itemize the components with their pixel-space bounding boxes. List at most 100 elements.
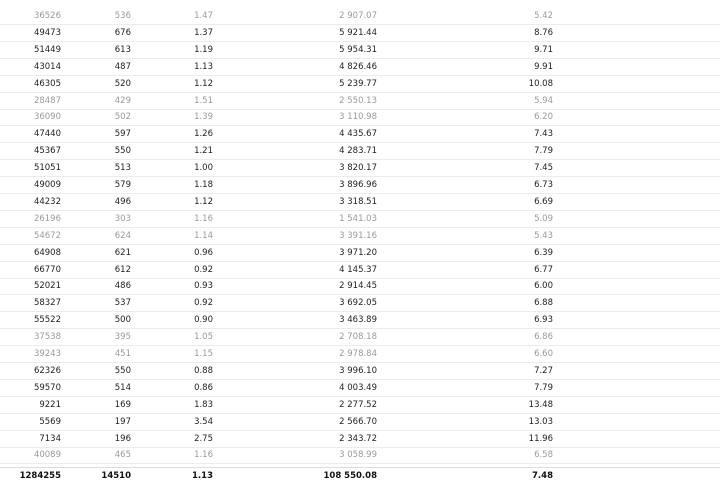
table-cell: 1.47 — [194, 11, 213, 21]
table-cell: 14510 — [101, 471, 131, 482]
table-row: 64908 621 0.96 3 971.20 6.39 — [0, 245, 720, 262]
table-cell: 49009 — [33, 180, 61, 190]
table-cell: 51051 — [33, 163, 61, 174]
table-cell: 2.75 — [194, 433, 213, 444]
table-row: 59570 514 0.86 4 003.49 7.79 — [0, 380, 720, 397]
table-cell: 55522 — [33, 315, 61, 326]
table-cell: 3 896.96 — [339, 180, 377, 190]
table-cell: 49473 — [33, 27, 61, 38]
table-cell: 51449 — [33, 44, 61, 55]
table-cell: 1.13 — [192, 471, 213, 482]
table-cell: 3 110.98 — [339, 112, 377, 123]
table-row: 37538 395 1.05 2 708.18 6.86 — [0, 329, 720, 347]
table-cell: 4 003.49 — [339, 382, 377, 393]
table-cell: 5.42 — [534, 11, 553, 21]
table-row: 28487 429 1.51 2 550.13 5.94 — [0, 93, 720, 110]
table-cell: 6.73 — [534, 180, 553, 190]
table-cell: 64908 — [33, 247, 61, 258]
table-cell: 5 921.44 — [339, 27, 377, 38]
table-cell: 500 — [114, 315, 131, 326]
table-cell: 486 — [114, 281, 131, 292]
table-cell: 1.16 — [194, 213, 213, 224]
table-cell: 66770 — [33, 264, 61, 275]
table-cell: 676 — [114, 27, 131, 38]
table-row: 46305 520 1.12 5 239.77 10.08 — [0, 76, 720, 93]
table-cell: 10.08 — [528, 78, 553, 89]
table-cell: 1.12 — [194, 196, 213, 207]
table-cell: 514 — [114, 382, 131, 393]
table-cell: 28487 — [33, 95, 61, 106]
table-cell: 1.05 — [194, 332, 213, 343]
table-cell: 0.90 — [194, 315, 213, 326]
table-cell: 52021 — [33, 281, 61, 292]
table-cell: 513 — [114, 163, 131, 174]
table-cell: 40089 — [33, 450, 61, 461]
table-cell: 7.48 — [532, 471, 553, 482]
table-cell: 6.69 — [534, 196, 553, 207]
table-cell: 1.21 — [194, 146, 213, 157]
table-row: 40089 465 1.16 3 058.99 6.58 — [0, 447, 720, 465]
table-cell: 1.39 — [194, 112, 213, 123]
table-cell: 36526 — [33, 11, 61, 21]
table-cell: 5569 — [39, 416, 61, 427]
table-cell: 6.20 — [534, 112, 553, 123]
table-cell: 9.91 — [534, 61, 553, 72]
table-cell: 550 — [114, 146, 131, 157]
table-row: 43014 487 1.13 4 826.46 9.91 — [0, 59, 720, 76]
table-cell: 5.09 — [534, 213, 553, 224]
table-cell: 1.00 — [194, 163, 213, 174]
table-cell: 3 996.10 — [339, 365, 377, 376]
table-cell: 13.03 — [528, 416, 553, 427]
table-cell: 44232 — [33, 196, 61, 207]
table-cell: 43014 — [33, 61, 61, 72]
table-cell: 9.71 — [534, 44, 553, 55]
table-cell: 37538 — [33, 332, 61, 343]
table-cell: 46305 — [33, 78, 61, 89]
table-cell: 1.15 — [194, 349, 213, 359]
table-cell: 2 708.18 — [339, 332, 377, 343]
table-cell: 613 — [114, 44, 131, 55]
table-cell: 13.48 — [528, 399, 553, 410]
table-cell: 621 — [114, 247, 131, 258]
table-cell: 0.86 — [194, 382, 213, 393]
table-cell: 6.86 — [534, 332, 553, 343]
table-row: 52021 486 0.93 2 914.45 6.00 — [0, 278, 720, 296]
table-cell: 597 — [114, 129, 131, 140]
table-cell: 550 — [114, 365, 131, 376]
table-cell: 5 954.31 — [339, 44, 377, 55]
table-cell: 54672 — [33, 230, 61, 241]
table-cell: 2 566.70 — [339, 416, 377, 427]
table-cell: 11.96 — [528, 433, 553, 444]
table-cell: 429 — [114, 95, 131, 106]
table-row: 66770 612 0.92 4 145.37 6.77 — [0, 262, 720, 279]
table-cell: 9221 — [39, 399, 61, 410]
table-cell: 1284255 — [19, 471, 61, 482]
table-cell: 36090 — [33, 112, 61, 123]
table-cell: 0.88 — [194, 365, 213, 376]
table-cell: 1.83 — [194, 399, 213, 410]
table-cell: 4 145.37 — [339, 264, 377, 275]
table-cell: 303 — [114, 213, 131, 224]
table-cell: 520 — [114, 78, 131, 89]
table-cell: 47440 — [33, 129, 61, 140]
table-cell: 2 914.45 — [339, 281, 377, 292]
table-cell: 4 283.71 — [339, 146, 377, 157]
table-cell: 5.94 — [534, 95, 553, 106]
table-cell: 7.27 — [534, 365, 553, 376]
table-cell: 3 820.17 — [339, 163, 377, 174]
table-cell: 45367 — [33, 146, 61, 157]
table-cell: 7.45 — [534, 163, 553, 174]
table-cell: 108 550.08 — [323, 471, 377, 482]
table-cell: 2 277.52 — [339, 399, 377, 410]
table-cell: 62326 — [33, 365, 61, 376]
table-cell: 496 — [114, 196, 131, 207]
table-cell: 7.79 — [534, 382, 553, 393]
table-row: 5569 197 3.54 2 566.70 13.03 — [0, 414, 720, 431]
table-cell: 612 — [114, 264, 131, 275]
table-cell: 537 — [114, 298, 131, 309]
table-row: 26196 303 1.16 1 541.03 5.09 — [0, 211, 720, 228]
table-cell: 451 — [114, 349, 131, 359]
table-cell: 6.58 — [534, 450, 553, 461]
